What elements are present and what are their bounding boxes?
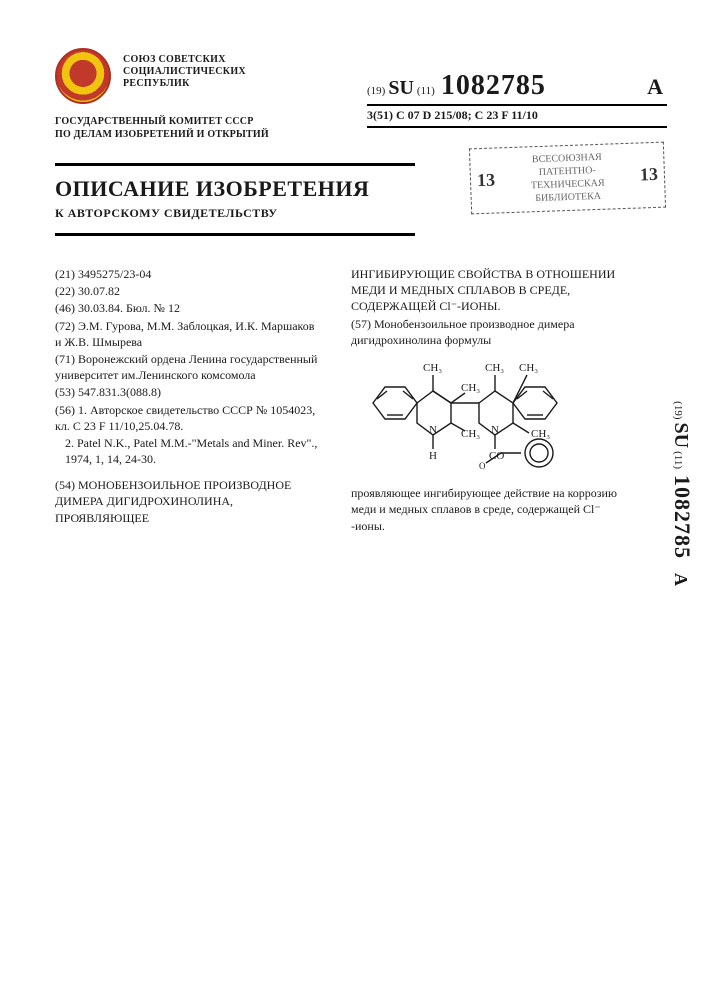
ipc-classification: 3(51) С 07 D 215/08; С 23 F 11/10 <box>367 108 667 128</box>
country-code: SU <box>388 77 414 100</box>
ipc-codes: С 07 D 215/08; С 23 F 11/10 <box>396 108 538 122</box>
chem-ch3: CH₃ <box>531 428 550 440</box>
chem-co: CO <box>489 450 504 462</box>
field-46: (46) 30.03.84. Бюл. № 12 <box>55 300 323 316</box>
side-code-11: (11) <box>672 451 684 469</box>
document-number: (19) SU (11) 1082785 A <box>367 70 667 106</box>
doc-subtitle: К АВТОРСКОМУ СВИДЕТЕЛЬСТВУ <box>55 206 415 221</box>
title-block: ОПИСАНИЕ ИЗОБРЕТЕНИЯ К АВТОРСКОМУ СВИДЕТ… <box>55 163 415 236</box>
field-56a: (56) 1. Авторское свидетельство СССР № 1… <box>55 402 323 434</box>
field-57b: проявляющее ингибирующее действие на кор… <box>351 485 631 534</box>
stamp-num-right: 13 <box>640 163 659 187</box>
chem-n: N <box>429 424 437 436</box>
field-72: (72) Э.М. Гурова, М.М. Заблоцкая, И.К. М… <box>55 318 323 350</box>
code-11: (11) <box>417 85 435 97</box>
patent-number: 1082785 <box>441 70 546 102</box>
chem-ch3: CH₃ <box>519 362 538 374</box>
field-21: (21) 3495275/23-04 <box>55 266 323 282</box>
side-kind-code: A <box>670 573 691 590</box>
stamp-num-left: 13 <box>477 169 496 193</box>
kind-code: A <box>647 74 667 100</box>
doc-title: ОПИСАНИЕ ИЗОБРЕТЕНИЯ <box>55 176 415 202</box>
field-22: (22) 30.07.82 <box>55 283 323 299</box>
chem-h: H <box>429 450 437 462</box>
body-columns: (21) 3495275/23-04 (22) 30.07.82 (46) 30… <box>55 266 667 535</box>
side-code-19: (19) <box>672 401 684 419</box>
side-doc-number: (19) SU (11) 1082785 A <box>669 401 695 590</box>
field-54: (54) МОНОБЕНЗОИЛЬНОЕ ПРОИЗВОДНОЕ ДИМЕРА … <box>55 477 323 526</box>
svg-text:O: O <box>479 461 486 471</box>
field-53: (53) 547.831.3(088.8) <box>55 384 323 400</box>
field-56b: 2. Patel N.K., Patel M.M.-"Metals and Mi… <box>55 435 323 467</box>
chemical-structure: CH₃ CH₃ CH₃ CH₃ CH₃ CH₃ N N H CO O <box>361 355 591 475</box>
library-stamp: 13 ВСЕСОЮЗНАЯ ПАТЕНТНО- ТЕХНИЧЕСКАЯ БИБЛ… <box>469 142 666 215</box>
code-51: 3(51) <box>367 108 393 122</box>
ussr-emblem <box>55 48 111 104</box>
stamp-text: ВСЕСОЮЗНАЯ ПАТЕНТНО- ТЕХНИЧЕСКАЯ БИБЛИОТ… <box>530 151 606 206</box>
code-19: (19) <box>367 85 385 97</box>
chem-n: N <box>491 424 499 436</box>
field-54-cont: ИНГИБИРУЮЩИЕ СВОЙСТВА В ОТНОШЕНИИ МЕДИ И… <box>351 266 631 315</box>
chem-ch3: CH₃ <box>461 382 480 394</box>
chem-ch3: CH₃ <box>461 428 480 440</box>
field-57a: (57) Монобензоильное производное димера … <box>351 316 631 348</box>
union-name: СОЮЗ СОВЕТСКИХ СОЦИАЛИСТИЧЕСКИХ РЕСПУБЛИ… <box>123 48 246 104</box>
chem-ch3: CH₃ <box>423 362 442 374</box>
chem-ch3: CH₃ <box>485 362 504 374</box>
field-71: (71) Воронежский ордена Ленина государст… <box>55 351 323 383</box>
side-patent-number: 1082785 <box>669 475 695 559</box>
side-country-code: SU <box>669 423 692 449</box>
right-column: ИНГИБИРУЮЩИЕ СВОЙСТВА В ОТНОШЕНИИ МЕДИ И… <box>351 266 631 535</box>
left-column: (21) 3495275/23-04 (22) 30.07.82 (46) 30… <box>55 266 323 535</box>
